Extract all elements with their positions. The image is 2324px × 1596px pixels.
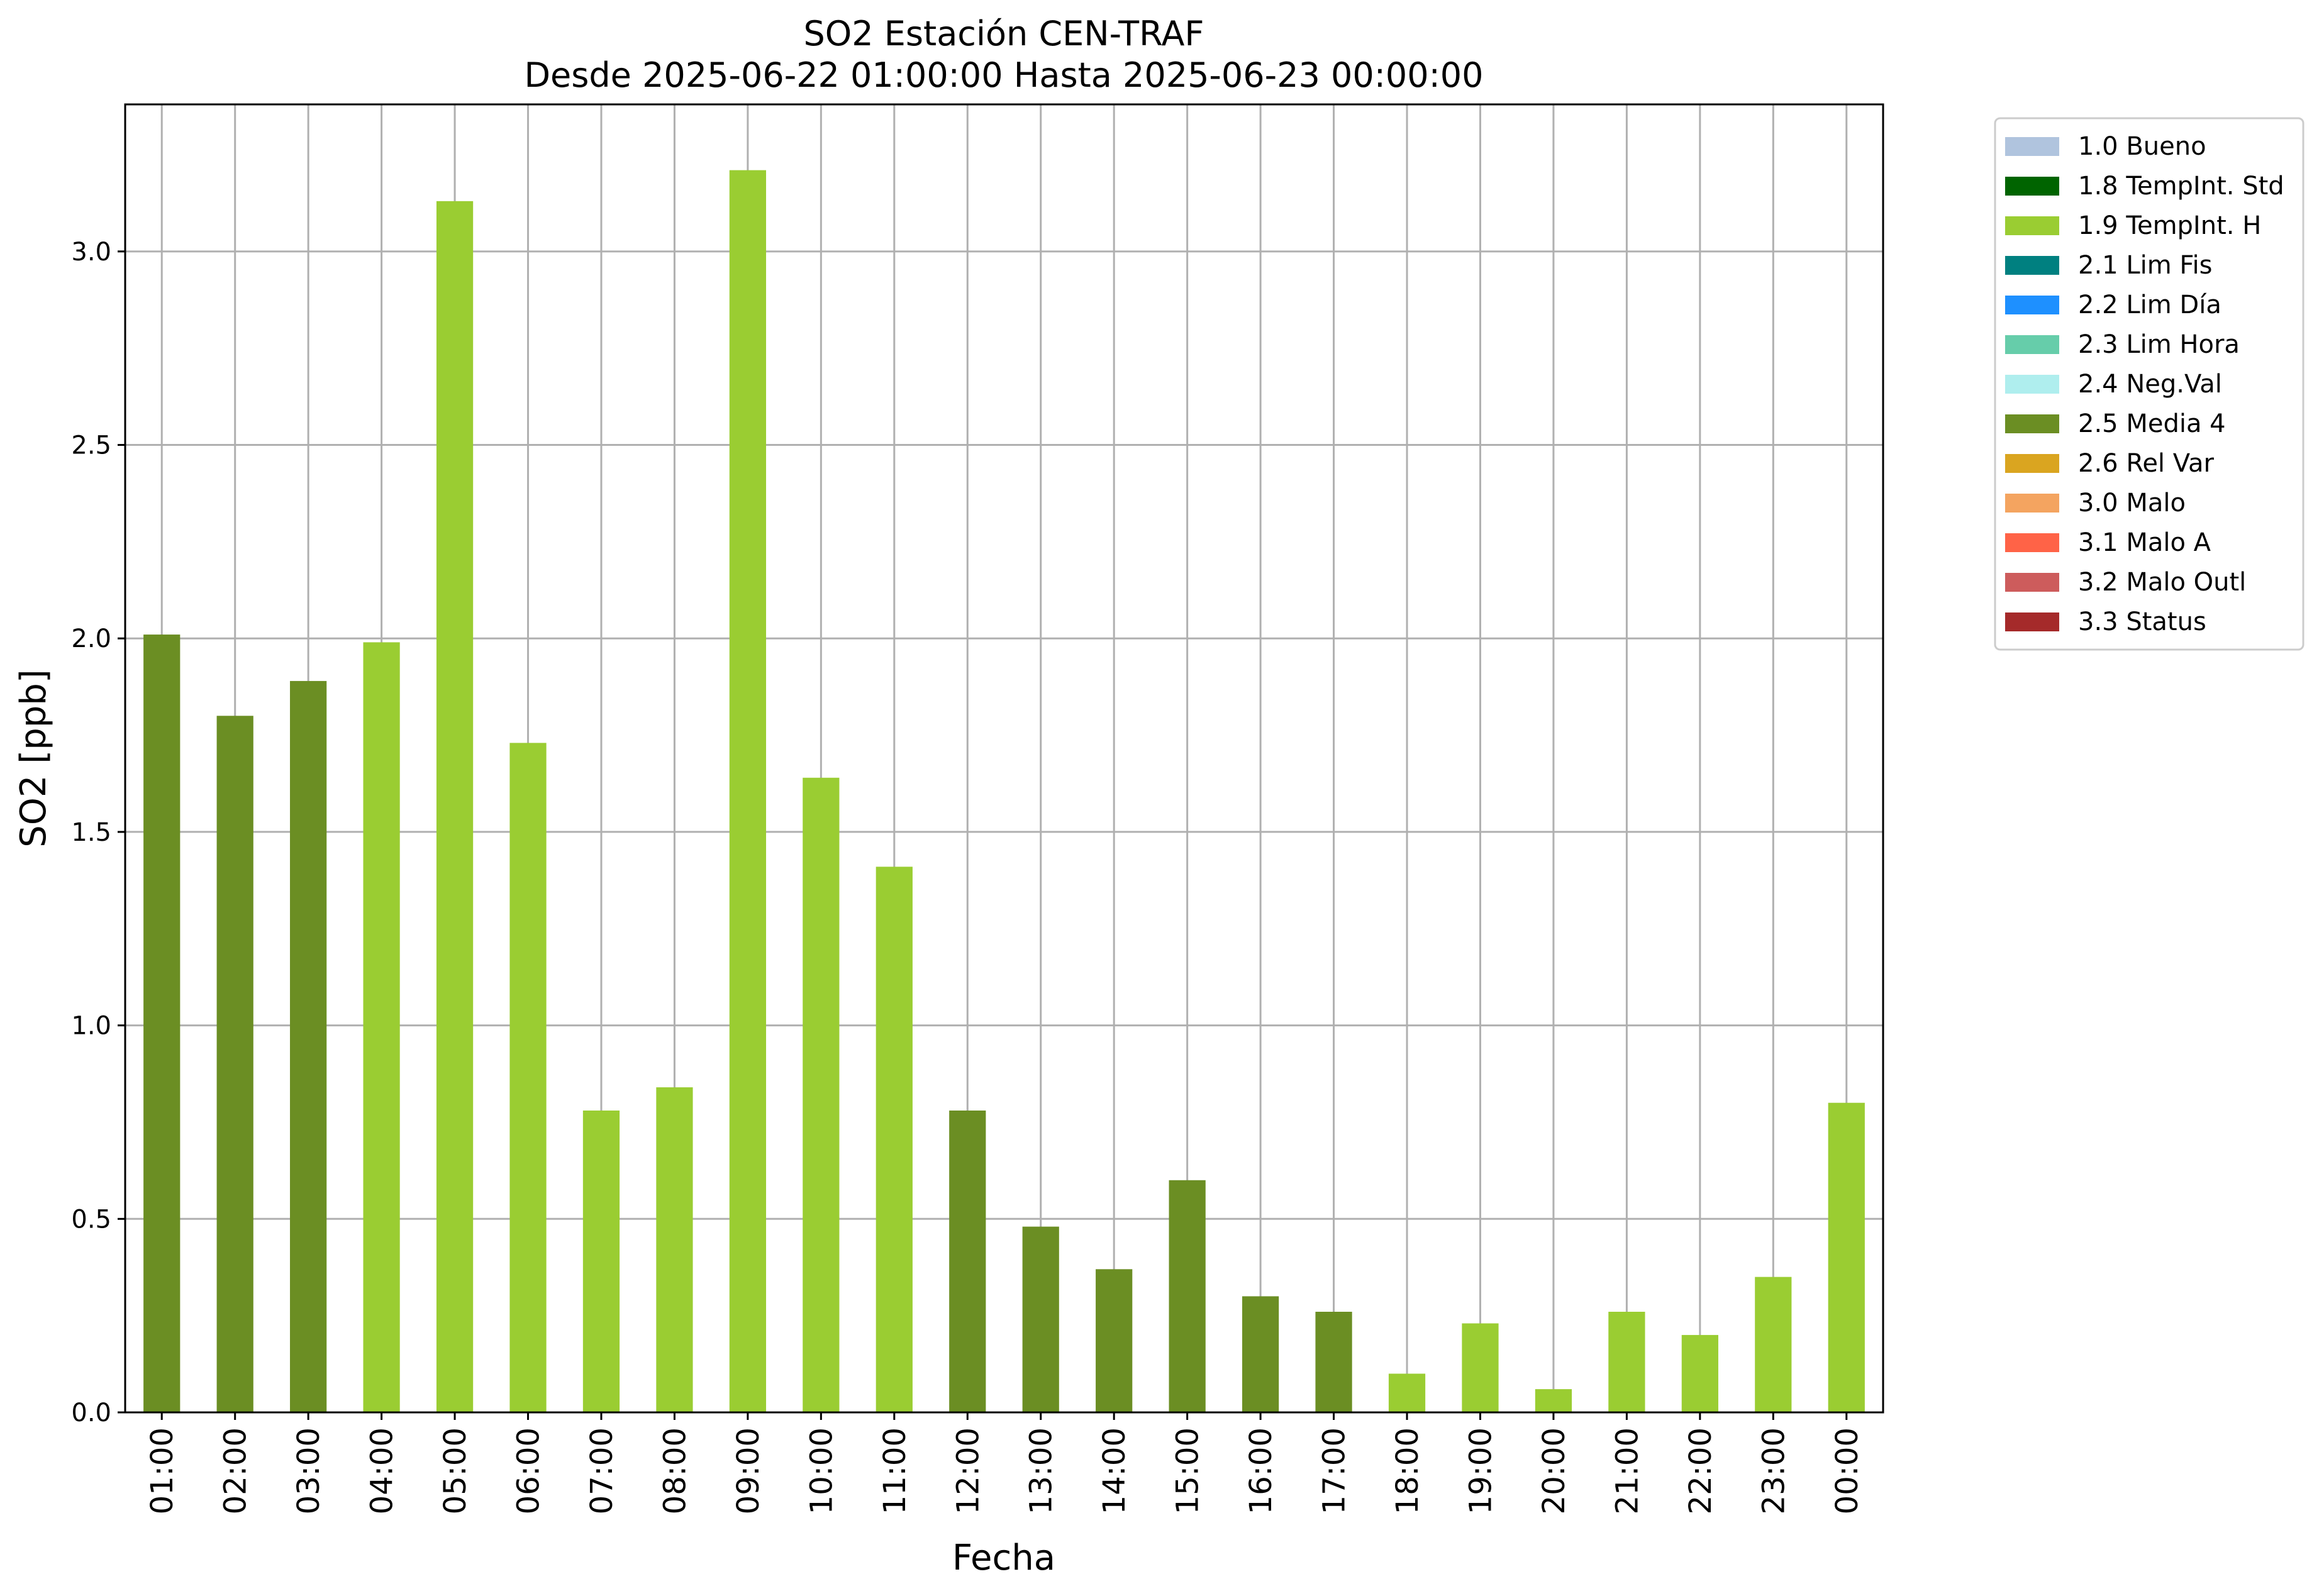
bars-layer bbox=[143, 170, 1865, 1413]
x-tick-label: 04:00 bbox=[365, 1427, 400, 1514]
bar-0500 bbox=[436, 201, 474, 1412]
legend-swatch bbox=[2005, 612, 2059, 631]
y-axis: 0.0 0.5 1.0 1.5 2.0 2.5 3.0 bbox=[71, 238, 125, 1427]
legend-label: 1.8 TempInt. Std bbox=[2078, 172, 2284, 201]
y-tick-label: 3.0 bbox=[71, 238, 111, 267]
legend-label: 3.3 Status bbox=[2078, 607, 2206, 636]
x-tick-label: 01:00 bbox=[145, 1427, 180, 1514]
y-tick-label: 0.5 bbox=[71, 1205, 111, 1234]
x-tick-label: 21:00 bbox=[1610, 1427, 1645, 1514]
bar-1100 bbox=[876, 867, 913, 1412]
legend-label: 3.1 Malo A bbox=[2078, 528, 2211, 557]
x-tick-label: 02:00 bbox=[218, 1427, 253, 1514]
legend-swatch bbox=[2005, 573, 2059, 592]
legend-swatch bbox=[2005, 256, 2059, 275]
x-tick-label: 07:00 bbox=[584, 1427, 620, 1514]
chart-subtitle: Desde 2025-06-22 01:00:00 Hasta 2025-06-… bbox=[524, 55, 1483, 95]
chart-title: SO2 Estación CEN-TRAF bbox=[803, 14, 1204, 53]
x-tick-label: 09:00 bbox=[731, 1427, 766, 1514]
x-tick-label: 18:00 bbox=[1390, 1427, 1425, 1514]
bar-1600 bbox=[1242, 1296, 1279, 1412]
plot-frame bbox=[124, 103, 1884, 1414]
x-tick-label: 12:00 bbox=[950, 1427, 986, 1514]
legend-swatch bbox=[2005, 296, 2059, 314]
bar-0200 bbox=[216, 716, 253, 1412]
x-tick-label: 15:00 bbox=[1170, 1427, 1206, 1514]
x-tick-label: 17:00 bbox=[1317, 1427, 1352, 1514]
bar-1000 bbox=[803, 777, 840, 1412]
legend-label: 2.6 Rel Var bbox=[2078, 449, 2215, 478]
legend-label: 2.3 Lim Hora bbox=[2078, 330, 2240, 359]
legend-swatch bbox=[2005, 137, 2059, 156]
bar-1300 bbox=[1022, 1226, 1059, 1412]
bar-0300 bbox=[290, 680, 327, 1412]
x-tick-label: 19:00 bbox=[1463, 1427, 1498, 1514]
bar-0800 bbox=[656, 1087, 693, 1412]
x-axis-label: Fecha bbox=[952, 1538, 1055, 1578]
legend-label: 2.5 Media 4 bbox=[2078, 409, 2226, 438]
legend-swatch bbox=[2005, 216, 2059, 235]
x-tick-label: 03:00 bbox=[291, 1427, 326, 1514]
legend-swatch bbox=[2005, 494, 2059, 513]
legend-swatch bbox=[2005, 533, 2059, 552]
x-tick-label: 10:00 bbox=[804, 1427, 839, 1514]
bar-1500 bbox=[1169, 1180, 1206, 1412]
bar-0400 bbox=[363, 642, 400, 1412]
legend-label: 1.9 TempInt. H bbox=[2078, 211, 2261, 240]
bar-1400 bbox=[1096, 1269, 1133, 1412]
bar-1800 bbox=[1388, 1373, 1426, 1412]
bar-0000 bbox=[1828, 1102, 1865, 1412]
legend-label: 3.0 Malo bbox=[2078, 489, 2186, 518]
legend-label: 1.0 Bueno bbox=[2078, 132, 2206, 161]
legend-swatch bbox=[2005, 375, 2059, 394]
bar-2000 bbox=[1535, 1389, 1572, 1412]
x-tick-label: 22:00 bbox=[1683, 1427, 1718, 1514]
bar-1700 bbox=[1315, 1312, 1352, 1412]
bar-1900 bbox=[1462, 1323, 1499, 1412]
bar-2300 bbox=[1755, 1277, 1792, 1412]
bar-0900 bbox=[729, 170, 767, 1413]
legend-swatch bbox=[2005, 454, 2059, 473]
bar-1200 bbox=[949, 1111, 986, 1412]
legend-label: 2.2 Lim Día bbox=[2078, 291, 2221, 319]
bar-2100 bbox=[1608, 1312, 1645, 1412]
legend-label: 2.4 Neg.Val bbox=[2078, 370, 2222, 399]
bar-0100 bbox=[143, 635, 181, 1412]
x-tick-label: 16:00 bbox=[1243, 1427, 1279, 1514]
x-tick-label: 13:00 bbox=[1024, 1427, 1059, 1514]
bar-2200 bbox=[1681, 1334, 1718, 1412]
bar-0600 bbox=[509, 743, 547, 1412]
legend-label: 2.1 Lim Fis bbox=[2078, 251, 2212, 280]
x-tick-label: 00:00 bbox=[1830, 1427, 1865, 1514]
y-axis-label: SO2 [ppb] bbox=[13, 669, 54, 847]
legend: 1.0 Bueno 1.8 TempInt. Std 1.9 TempInt. H 2… bbox=[1994, 117, 2305, 651]
legend-swatch bbox=[2005, 335, 2059, 354]
y-tick-label: 1.5 bbox=[71, 818, 111, 847]
legend-frame bbox=[1994, 117, 2305, 651]
legend-label: 3.2 Malo Outl bbox=[2078, 568, 2246, 597]
x-tick-label: 14:00 bbox=[1097, 1427, 1132, 1514]
y-tick-label: 1.0 bbox=[71, 1012, 111, 1041]
y-tick-label: 0.0 bbox=[71, 1399, 111, 1427]
legend-swatch bbox=[2005, 414, 2059, 433]
legend-swatch bbox=[2005, 177, 2059, 196]
y-tick-label: 2.5 bbox=[71, 431, 111, 460]
bar-0700 bbox=[582, 1111, 620, 1412]
x-tick-label: 05:00 bbox=[438, 1427, 473, 1514]
x-tick-label: 06:00 bbox=[511, 1427, 547, 1514]
x-tick-label: 23:00 bbox=[1756, 1427, 1791, 1514]
x-tick-label: 11:00 bbox=[877, 1427, 913, 1514]
x-tick-label: 08:00 bbox=[657, 1427, 692, 1514]
y-tick-label: 2.0 bbox=[71, 624, 111, 653]
x-tick-label: 20:00 bbox=[1537, 1427, 1572, 1514]
x-axis: 01:00 02:00 03:00 04:00 05:00 06:00 07:00 08:00… bbox=[145, 1412, 1865, 1514]
